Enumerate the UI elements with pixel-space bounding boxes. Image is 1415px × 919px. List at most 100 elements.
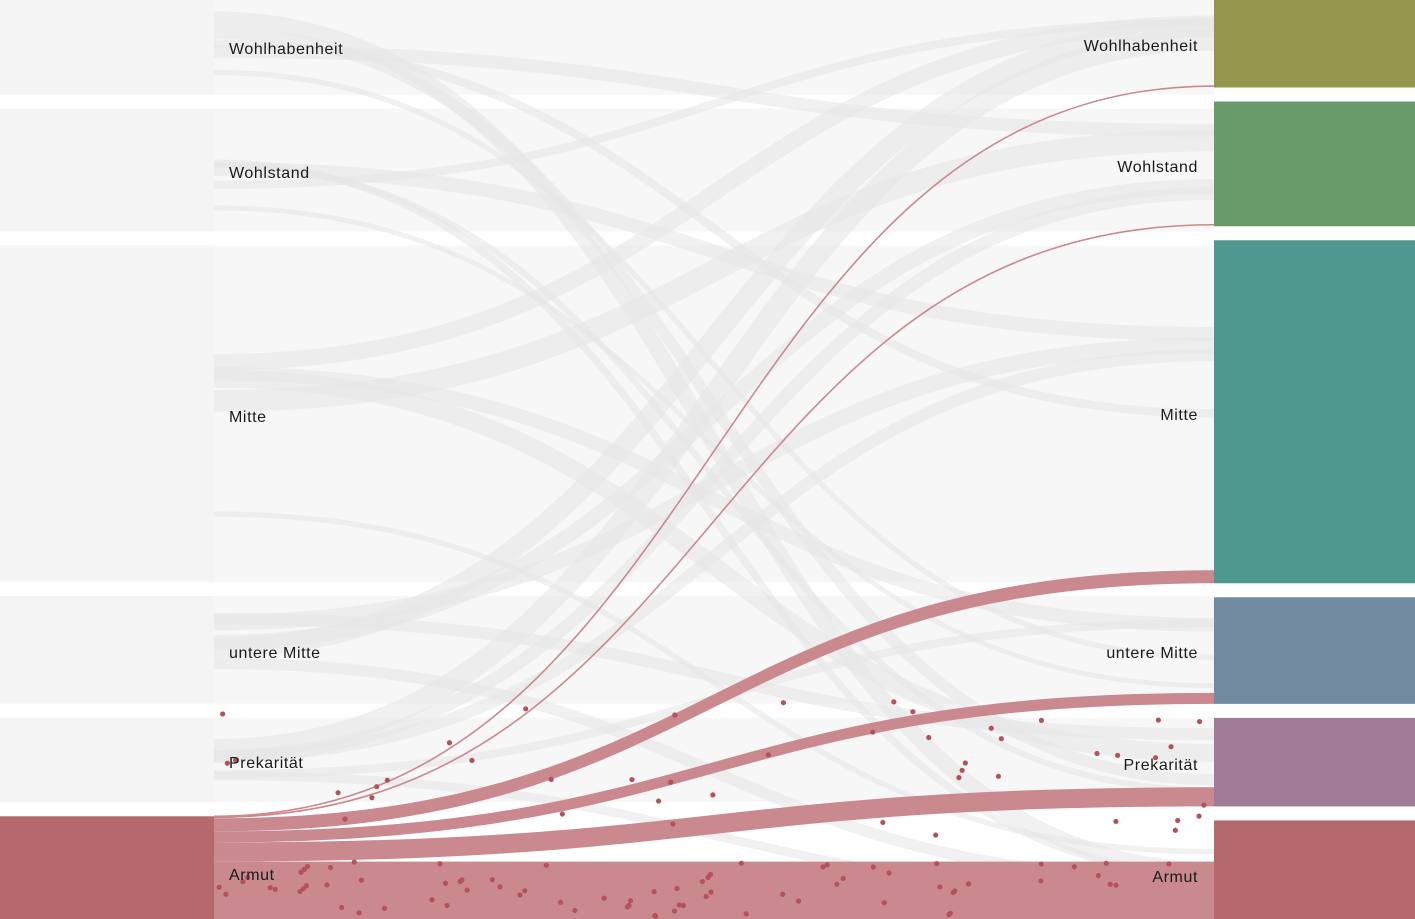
individual-dot — [240, 879, 246, 885]
individual-dot — [459, 877, 465, 883]
highlight-flows — [213, 85, 1215, 919]
individual-dot — [1155, 717, 1161, 723]
individual-dot — [626, 902, 632, 909]
individual-dot — [444, 902, 450, 909]
individual-dot — [934, 860, 940, 867]
individual-dot — [327, 865, 334, 871]
background-flow-2 — [213, 69, 1215, 660]
individual-dot — [216, 884, 222, 890]
background-flow-6 — [213, 161, 1215, 342]
background-flow-21 — [213, 186, 1215, 763]
right-node-wohlstand[interactable] — [1214, 101, 1415, 227]
individual-dot — [1172, 827, 1178, 833]
individual-dot — [880, 819, 886, 826]
individual-dot — [998, 736, 1004, 742]
individual-dot — [497, 884, 503, 890]
individual-dot — [959, 767, 965, 773]
background-flow-0 — [213, 44, 1215, 137]
individual-dot — [870, 729, 876, 735]
individual-dot — [680, 903, 686, 909]
left-label-untere-mitte: untere Mitte — [229, 645, 321, 662]
flow-armut-to-prekaritaet — [214, 787, 1214, 862]
individual-dot — [824, 862, 830, 868]
individual-dot — [442, 880, 449, 886]
flow-armut-to-untere-mitte — [214, 692, 1214, 843]
individual-dot — [962, 760, 968, 766]
individual-dot — [557, 899, 564, 905]
flow-armut-to-armut — [214, 861, 1214, 919]
left-label-mitte: Mitte — [229, 409, 267, 426]
individual-dot — [1201, 802, 1207, 808]
right-node-prekaritaet[interactable] — [1214, 717, 1415, 807]
individual-dot — [1113, 818, 1119, 825]
node-labels: Wohlhabenheit Wohlstand Mitte untere Mit… — [229, 38, 1198, 886]
left-node-prekaritaet[interactable] — [0, 717, 214, 803]
individual-dot — [1152, 755, 1159, 761]
individual-dots — [216, 699, 1207, 919]
right-node-wohlhabenheit[interactable] — [1214, 0, 1415, 88]
individual-dot — [652, 912, 658, 919]
left-node-mitte[interactable] — [0, 245, 214, 582]
right-node-mitte[interactable] — [1214, 240, 1415, 584]
individual-dot — [627, 898, 634, 904]
individual-dot — [870, 864, 876, 870]
individual-dot — [1166, 861, 1172, 867]
individual-dot — [522, 888, 528, 894]
individual-dot — [995, 773, 1002, 779]
individual-dot — [707, 871, 714, 877]
individual-dot — [469, 757, 475, 764]
individual-dot — [446, 740, 453, 746]
right-label-untere-mitte: untere Mitte — [1106, 645, 1198, 662]
right-label-wohlhabenheit: Wohlhabenheit — [1084, 38, 1198, 55]
individual-dot — [765, 752, 771, 758]
individual-dot — [384, 777, 390, 783]
individual-dot — [1196, 718, 1203, 725]
individual-dot — [703, 893, 709, 900]
individual-dot — [795, 898, 802, 904]
background-flow-12 — [213, 366, 1215, 632]
background-flow-22 — [213, 349, 1215, 763]
individual-dot — [543, 862, 549, 868]
individual-dot — [601, 895, 607, 901]
individual-dot — [655, 798, 662, 804]
individual-dot — [220, 711, 226, 717]
individual-dot — [910, 709, 916, 715]
background-flow-16 — [213, 179, 1215, 650]
individual-dot — [1095, 873, 1102, 879]
individual-dot — [988, 725, 994, 731]
individual-dot — [559, 811, 565, 817]
individual-dot — [1094, 750, 1100, 757]
individual-dot — [267, 885, 273, 891]
individual-dot — [933, 832, 939, 838]
left-node-wohlhabenheit[interactable] — [0, 0, 214, 95]
individual-dot — [952, 888, 958, 894]
individual-dot — [358, 877, 365, 883]
individual-dot — [339, 904, 345, 911]
individual-dot — [335, 790, 341, 796]
right-node-armut[interactable] — [1214, 820, 1415, 919]
individual-dot — [1196, 813, 1202, 819]
left-node-armut[interactable] — [0, 816, 214, 919]
right-node-untere-mitte[interactable] — [1214, 597, 1415, 704]
right-label-armut: Armut — [1152, 869, 1198, 886]
individual-dot — [489, 877, 495, 883]
individual-dot — [834, 881, 840, 887]
individual-dot — [351, 859, 357, 865]
individual-dot — [708, 889, 714, 895]
individual-dot — [699, 878, 706, 885]
individual-dot — [947, 910, 954, 916]
left-label-wohlstand: Wohlstand — [229, 165, 310, 182]
right-label-mitte: Mitte — [1160, 407, 1198, 424]
individual-dot — [1071, 864, 1077, 870]
individual-dot — [780, 700, 787, 706]
left-node-untere-mitte[interactable] — [0, 595, 214, 704]
individual-dot — [429, 897, 435, 903]
individual-dot — [381, 905, 388, 911]
right-label-prekaritaet: Prekarität — [1124, 757, 1198, 774]
individual-dot — [374, 784, 380, 790]
individual-dot — [743, 911, 749, 917]
individual-dot — [437, 861, 443, 867]
left-node-wohlstand[interactable] — [0, 108, 214, 232]
individual-dot — [886, 870, 892, 876]
left-label-armut: Armut — [229, 867, 275, 884]
